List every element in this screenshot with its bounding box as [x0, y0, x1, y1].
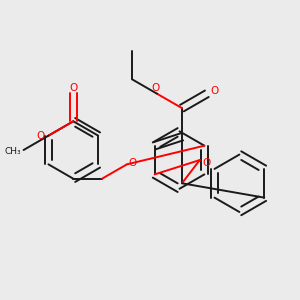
- Text: O: O: [128, 158, 136, 168]
- Text: O: O: [69, 83, 77, 93]
- Text: O: O: [37, 130, 45, 141]
- Text: O: O: [210, 86, 218, 96]
- Text: CH₃: CH₃: [4, 147, 21, 156]
- Text: O: O: [203, 158, 211, 168]
- Text: O: O: [152, 83, 160, 93]
